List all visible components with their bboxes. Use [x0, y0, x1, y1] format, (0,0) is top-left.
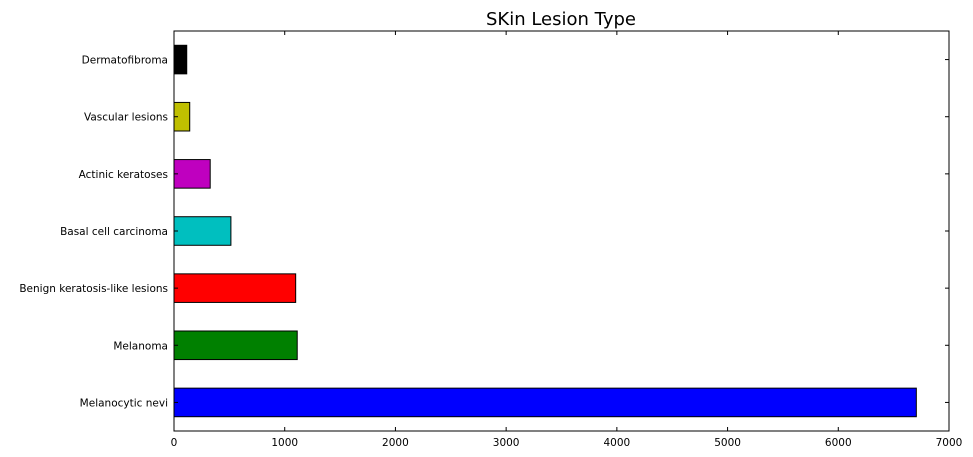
- y-tick-label: Benign keratosis-like lesions: [19, 283, 168, 295]
- y-tick-label: Vascular lesions: [84, 112, 168, 124]
- x-tick-label: 5000: [714, 437, 741, 449]
- x-tick-label: 2000: [382, 437, 409, 449]
- y-tick-label: Actinic keratoses: [79, 169, 168, 181]
- bar-melanoma: [173, 330, 298, 361]
- bars-layer: [173, 44, 917, 418]
- plot-area-frame: [173, 30, 950, 432]
- y-tick-label: Melanoma: [113, 340, 168, 352]
- chart-title: SKin Lesion Type: [486, 9, 636, 30]
- x-tick-label: 3000: [493, 437, 520, 449]
- y-tick-label: Melanocytic nevi: [80, 397, 168, 409]
- x-tick-label: 0: [171, 437, 178, 449]
- bar-benign-keratosis-like-lesions: [173, 273, 297, 303]
- ticks-layer: Melanocytic nevi Melanoma Benign keratosis…: [19, 31, 962, 449]
- x-tick-label: 7000: [936, 437, 963, 449]
- bar-basal-cell-carcinoma: [173, 216, 232, 246]
- x-tick-label: 6000: [825, 437, 852, 449]
- x-tick-label: 1000: [271, 437, 298, 449]
- y-tick-label: Dermatofibroma: [82, 55, 168, 67]
- bar-melanocytic-nevi: [173, 387, 917, 418]
- bar-actinic-keratoses: [173, 159, 211, 189]
- y-tick-label: Basal cell carcinoma: [60, 226, 168, 238]
- x-tick-label: 4000: [603, 437, 630, 449]
